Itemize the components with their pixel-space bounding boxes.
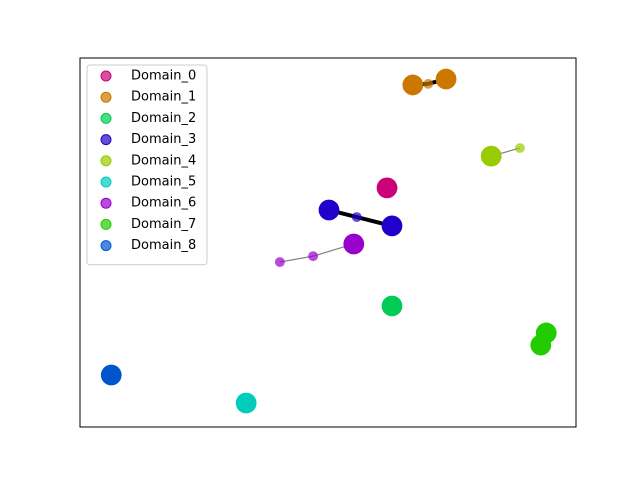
- legend-marker: [100, 197, 112, 209]
- point: [308, 251, 319, 262]
- point: [381, 295, 403, 317]
- legend-label: Domain_0: [131, 69, 196, 84]
- point: [274, 257, 285, 268]
- point: [381, 215, 403, 237]
- point: [351, 212, 362, 222]
- point: [423, 78, 434, 89]
- point: [318, 199, 340, 221]
- legend-label: Domain_2: [131, 111, 196, 126]
- point: [235, 392, 257, 414]
- legend-box: [86, 64, 208, 266]
- edge: [279, 255, 314, 263]
- legend-label: Domain_5: [131, 175, 196, 190]
- point: [376, 177, 398, 199]
- legend-marker: [100, 155, 112, 167]
- point: [402, 74, 424, 96]
- legend-label: Domain_6: [131, 196, 196, 211]
- point: [530, 334, 552, 356]
- legend-label: Domain_7: [131, 217, 196, 232]
- legend: Domain_0 Domain_1 Domain_2 Domain_3 Domain_4…: [86, 64, 208, 266]
- legend-marker: [100, 112, 112, 124]
- legend-label: Domain_3: [131, 132, 196, 147]
- point: [435, 68, 457, 90]
- point: [515, 143, 525, 153]
- point: [343, 233, 365, 255]
- legend-marker: [100, 218, 112, 230]
- legend-marker: [100, 134, 112, 146]
- legend-marker: [100, 240, 112, 252]
- legend-marker: [100, 70, 112, 82]
- point: [100, 364, 122, 386]
- legend-marker: [100, 176, 112, 188]
- legend-marker: [100, 91, 112, 103]
- legend-label: Domain_8: [131, 238, 196, 253]
- legend-label: Domain_1: [131, 90, 196, 105]
- point: [480, 145, 502, 167]
- legend-label: Domain_4: [131, 153, 196, 168]
